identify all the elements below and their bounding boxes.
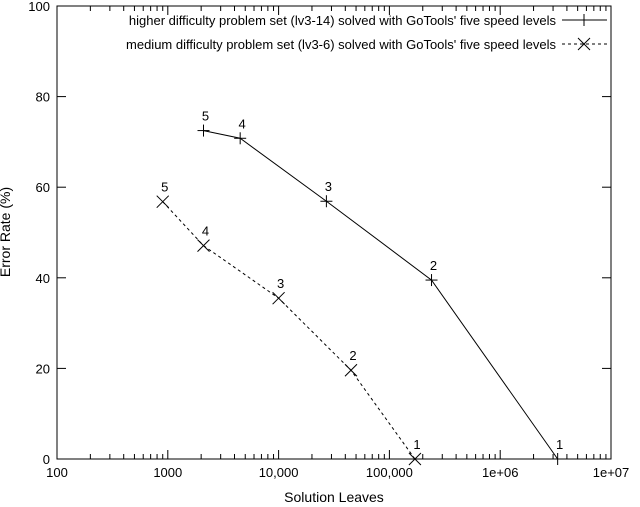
point-label: 5 xyxy=(202,109,209,124)
data-point-marker xyxy=(234,132,247,145)
y-axis: 0 20 40 60 80 100 xyxy=(28,0,611,467)
series-line xyxy=(162,201,416,460)
y-tick-label: 60 xyxy=(36,180,50,195)
point-label: 4 xyxy=(202,224,209,239)
data-point-marker xyxy=(197,124,210,137)
data-point-marker xyxy=(156,195,170,209)
x-tick-label: 100,000 xyxy=(366,465,413,480)
point-label: 2 xyxy=(430,258,437,273)
y-axis-title: Error Rate (%) xyxy=(0,187,13,277)
x-axis: 100 1000 10,000 100,000 1e+06 1e+07 xyxy=(46,6,629,480)
x-tick-label: 10,000 xyxy=(259,465,299,480)
plot-frame xyxy=(56,5,612,460)
legend: higher difficulty problem set (lv3-14) s… xyxy=(126,13,607,52)
data-point-marker xyxy=(272,291,285,305)
data-point-marker xyxy=(197,239,210,252)
legend-marker-medium xyxy=(577,37,591,51)
point-label: 3 xyxy=(325,179,332,194)
legend-marker-higher xyxy=(578,14,590,26)
data-point-marker xyxy=(551,453,564,465)
series-medium: 5 4 3 2 1 xyxy=(156,180,422,466)
point-label: 5 xyxy=(161,180,168,195)
point-label: 1 xyxy=(556,437,563,452)
x-tick-label: 1e+06 xyxy=(482,465,519,480)
point-label: 3 xyxy=(277,276,284,291)
point-label: 1 xyxy=(413,437,420,452)
y-tick-label: 0 xyxy=(43,452,50,467)
series-line xyxy=(203,130,559,460)
data-point-marker xyxy=(344,363,358,377)
y-tick-label: 40 xyxy=(36,271,50,286)
y-tick-label: 80 xyxy=(36,90,50,105)
x-tick-label: 1e+07 xyxy=(593,465,630,480)
legend-label-higher: higher difficulty problem set (lv3-14) s… xyxy=(129,13,557,28)
point-label: 2 xyxy=(349,348,356,363)
data-point-marker xyxy=(408,452,422,466)
data-point-marker xyxy=(320,195,333,208)
x-tick-label: 1000 xyxy=(153,465,182,480)
x-axis-title: Solution Leaves xyxy=(284,489,384,505)
x-tick-label: 100 xyxy=(46,465,68,480)
point-label: 4 xyxy=(239,116,246,131)
y-tick-label: 20 xyxy=(36,361,50,376)
data-point-marker xyxy=(425,274,438,287)
series-higher: 5 4 3 2 1 xyxy=(197,109,564,465)
y-tick-label: 100 xyxy=(28,0,50,14)
series-layer: 5 4 3 2 1 5 4 3 2 1 xyxy=(156,109,564,466)
legend-label-medium: medium difficulty problem set (lv3-6) so… xyxy=(126,37,556,52)
